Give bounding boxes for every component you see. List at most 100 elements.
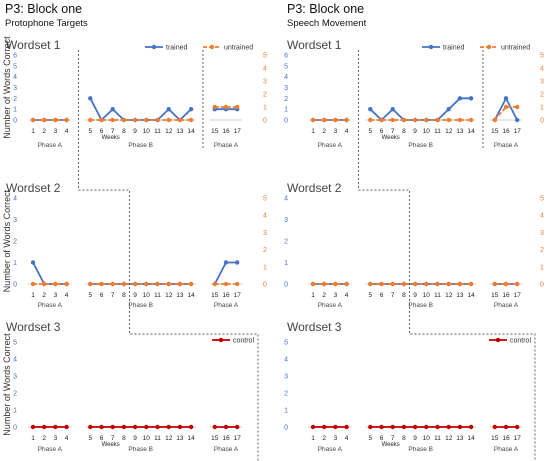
block-subtitle: Protophone Targets — [5, 18, 88, 29]
data-point — [401, 424, 407, 430]
data-point — [310, 424, 316, 430]
data-point — [310, 281, 316, 287]
data-point — [64, 117, 69, 123]
x-tick-label: 3 — [334, 435, 338, 442]
data-point — [468, 424, 474, 430]
data-point — [144, 424, 149, 430]
data-point — [412, 281, 418, 287]
data-point — [223, 281, 229, 287]
data-point — [110, 106, 115, 112]
chart-title: Wordset 1 — [287, 38, 342, 52]
data-point — [166, 281, 171, 287]
x-tick-label: 2 — [322, 292, 326, 299]
y-tick-label: 3 — [284, 217, 288, 224]
legend-marker — [428, 44, 434, 50]
x-tick-label: 3 — [54, 128, 58, 135]
x-tick-label: 14 — [467, 128, 475, 135]
y-tick-label: 0 — [284, 425, 288, 432]
x-tick-label: 15 — [491, 292, 499, 299]
x-tick-label: 10 — [423, 435, 431, 442]
legend-label: untrained — [224, 45, 253, 52]
data-point — [368, 424, 373, 430]
y-tick-label: 1 — [284, 408, 288, 415]
x-tick-label: 5 — [88, 128, 92, 135]
x-tick-label: 3 — [54, 292, 58, 299]
x-tick-label: 7 — [111, 128, 115, 135]
phase-label: Phase B — [408, 142, 433, 149]
data-point — [468, 117, 474, 123]
legend-marker — [495, 337, 501, 343]
y-axis-label: Number of Words Correct — [2, 36, 12, 139]
data-point — [166, 106, 171, 112]
block-subtitle: Speech Movement — [287, 18, 367, 29]
phase-label: Phase A — [494, 302, 519, 309]
data-point — [155, 281, 160, 287]
x-tick-label: 5 — [88, 292, 92, 299]
data-point — [155, 424, 160, 430]
x-tick-label: 17 — [234, 435, 242, 442]
x-tick-label: 4 — [345, 128, 349, 135]
x-tick-label: 7 — [391, 292, 395, 299]
x-tick-label: 6 — [380, 292, 384, 299]
y-tick-label: 1 — [284, 260, 288, 267]
x-tick-label: 2 — [322, 435, 326, 442]
y-tick-label: 2 — [284, 239, 288, 246]
data-point — [390, 281, 395, 287]
legend-label: control — [233, 338, 254, 345]
x-axis-label: Weeks — [382, 442, 400, 448]
data-point — [223, 260, 229, 265]
data-point — [435, 117, 440, 123]
block-title: P3: Block one — [5, 2, 82, 16]
x-tick-label: 12 — [445, 128, 453, 135]
data-point — [110, 117, 115, 123]
data-point — [155, 117, 160, 123]
y-axis-label: Number of Words Correct — [2, 333, 12, 436]
y2-tick-label: 3 — [540, 79, 544, 86]
y-tick-label: 5 — [284, 63, 288, 70]
legend-marker — [218, 337, 224, 343]
legend-label: control — [510, 338, 531, 345]
data-point — [503, 104, 509, 110]
x-tick-label: 5 — [88, 435, 92, 442]
data-point — [446, 424, 451, 430]
phase-change-line — [77, 50, 259, 461]
x-tick-label: 4 — [65, 435, 69, 442]
x-tick-label: 8 — [122, 128, 126, 135]
phase-label: Phase A — [38, 302, 63, 309]
data-point — [188, 281, 194, 287]
data-point — [110, 281, 115, 287]
data-point — [515, 424, 520, 430]
y2-tick-label: 4 — [263, 213, 267, 220]
chart-title: Wordset 3 — [287, 320, 342, 334]
y-tick-label: 0 — [284, 282, 288, 289]
y2-tick-label: 0 — [263, 118, 267, 125]
x-tick-label: 3 — [334, 128, 338, 135]
phase-label: Phase A — [214, 446, 239, 453]
data-point — [144, 117, 149, 123]
y-tick-label: 4 — [284, 74, 288, 81]
series-line — [214, 261, 238, 285]
x-tick-label: 8 — [122, 435, 126, 442]
x-tick-label: 9 — [133, 128, 137, 135]
y2-tick-label: 1 — [540, 264, 544, 271]
x-tick-label: 1 — [31, 292, 35, 299]
x-tick-label: 17 — [514, 128, 522, 135]
y-tick-label: 2 — [13, 239, 17, 246]
x-tick-label: 9 — [133, 435, 137, 442]
data-point — [64, 281, 69, 287]
x-tick-label: 16 — [502, 435, 510, 442]
phase-label: Phase A — [38, 446, 63, 453]
data-point — [88, 424, 93, 430]
x-tick-label: 12 — [165, 128, 173, 135]
x-tick-label: 1 — [311, 128, 315, 135]
x-tick-label: 7 — [391, 128, 395, 135]
y2-tick-label: 3 — [540, 230, 544, 237]
data-point — [446, 117, 451, 123]
x-tick-label: 5 — [368, 292, 372, 299]
data-point — [515, 281, 520, 287]
phase-change-line — [358, 50, 536, 461]
x-tick-label: 4 — [65, 292, 69, 299]
